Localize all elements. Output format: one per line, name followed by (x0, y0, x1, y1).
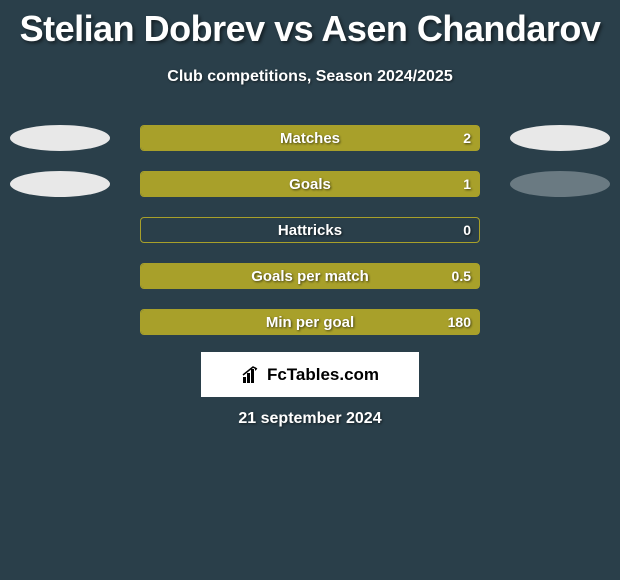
stat-bar: Goals per match0.5 (140, 263, 480, 289)
snapshot-date: 21 september 2024 (0, 410, 620, 428)
stat-value: 0 (463, 222, 471, 238)
player-right-oval (510, 125, 610, 151)
stat-row: Matches2 (0, 118, 620, 164)
stat-row: Hattricks0 (0, 210, 620, 256)
comparison-chart: Matches2Goals1Hattricks0Goals per match0… (0, 118, 620, 348)
stat-bar: Min per goal180 (140, 309, 480, 335)
stat-label: Min per goal (141, 314, 479, 331)
stat-value: 180 (448, 314, 471, 330)
comparison-title: Stelian Dobrev vs Asen Chandarov (0, 0, 620, 50)
logo-inner: FcTables.com (241, 365, 379, 385)
stat-row: Min per goal180 (0, 302, 620, 348)
chart-icon (241, 365, 263, 385)
stat-row: Goals per match0.5 (0, 256, 620, 302)
stat-label: Hattricks (141, 222, 479, 239)
player-left-oval (10, 171, 110, 197)
player-right-oval (510, 171, 610, 197)
stat-bar: Goals1 (140, 171, 480, 197)
stat-label: Goals (141, 176, 479, 193)
logo-box[interactable]: FcTables.com (201, 352, 419, 397)
logo-text: FcTables.com (267, 365, 379, 385)
comparison-subtitle: Club competitions, Season 2024/2025 (0, 68, 620, 86)
stat-value: 2 (463, 130, 471, 146)
stat-value: 1 (463, 176, 471, 192)
stat-bar: Matches2 (140, 125, 480, 151)
stat-label: Matches (141, 130, 479, 147)
stat-bar: Hattricks0 (140, 217, 480, 243)
player-left-oval (10, 125, 110, 151)
stat-label: Goals per match (141, 268, 479, 285)
stat-value: 0.5 (452, 268, 471, 284)
stat-row: Goals1 (0, 164, 620, 210)
